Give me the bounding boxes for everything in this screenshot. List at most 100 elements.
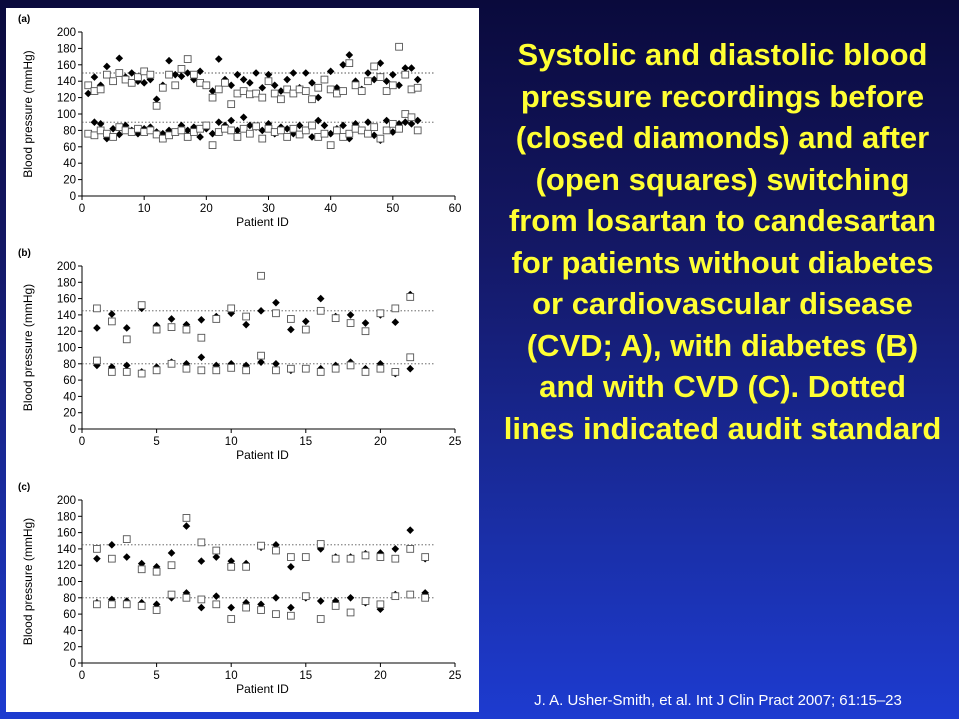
diamond-point xyxy=(167,549,176,557)
square-point xyxy=(272,546,280,555)
diamond-point xyxy=(115,130,124,139)
square-point xyxy=(283,85,292,94)
y-tick-label: 160 xyxy=(57,294,76,306)
square-point xyxy=(190,70,198,79)
diamond-point xyxy=(227,360,235,368)
diamond-point xyxy=(257,358,265,366)
square-point xyxy=(364,129,372,138)
diamond-point xyxy=(165,56,173,65)
square-point xyxy=(301,592,310,601)
square-point xyxy=(295,130,304,139)
x-tick-label: 0 xyxy=(79,670,85,682)
square-point xyxy=(93,600,101,609)
diamond-point xyxy=(227,116,235,125)
square-point xyxy=(197,333,206,342)
diamond-point xyxy=(214,55,223,63)
square-point xyxy=(357,87,366,95)
square-point xyxy=(183,55,192,63)
square-point xyxy=(221,78,229,87)
diamond-point xyxy=(208,87,217,95)
square-point xyxy=(233,133,242,141)
diamond-point xyxy=(308,79,316,87)
diamond-point xyxy=(370,131,378,140)
diamond-point xyxy=(233,70,242,79)
y-tick-label: 160 xyxy=(57,60,76,72)
y-tick-label: 60 xyxy=(63,609,76,621)
square-point xyxy=(245,129,254,138)
square-point xyxy=(227,100,236,109)
square-point xyxy=(382,126,391,135)
square-point xyxy=(388,119,397,128)
square-point xyxy=(376,73,385,81)
square-point xyxy=(382,87,391,95)
square-point xyxy=(370,123,379,131)
square-point xyxy=(134,73,142,81)
x-tick-label: 0 xyxy=(79,436,85,448)
diamond-point xyxy=(183,69,192,77)
y-tick-label: 20 xyxy=(63,175,76,187)
diamond-point xyxy=(212,361,221,370)
square-point xyxy=(227,126,236,135)
y-axis-label: Blood pressure (mmHg) xyxy=(21,518,35,645)
square-point xyxy=(165,70,173,79)
diamond-point xyxy=(346,594,355,602)
square-point xyxy=(167,590,176,599)
diamond-point xyxy=(361,319,370,327)
diamond-point xyxy=(246,121,254,130)
square-point xyxy=(314,83,323,92)
diamond-point xyxy=(246,79,254,87)
diamond-point xyxy=(302,317,310,326)
y-tick-label: 180 xyxy=(57,43,76,55)
diamond-point xyxy=(108,541,116,549)
square-point xyxy=(331,554,340,563)
square-point xyxy=(242,603,250,612)
y-tick-label: 40 xyxy=(63,158,76,170)
diamond-point xyxy=(401,64,410,72)
square-point xyxy=(333,126,341,135)
x-tick-label: 15 xyxy=(299,670,312,682)
square-point xyxy=(287,364,295,373)
diamond-point xyxy=(283,75,291,84)
square-point xyxy=(212,546,221,555)
y-tick-label: 140 xyxy=(57,310,76,322)
diamond-point xyxy=(212,553,221,561)
square-point xyxy=(395,42,403,51)
square-point xyxy=(252,89,260,98)
y-tick-label: 0 xyxy=(70,658,76,670)
square-point xyxy=(346,608,355,617)
diamond-point xyxy=(134,77,142,85)
square-point xyxy=(287,315,295,323)
y-tick-label: 200 xyxy=(57,261,76,273)
square-point xyxy=(258,134,267,143)
square-point xyxy=(316,615,325,623)
diamond-point xyxy=(212,592,221,600)
diamond-point xyxy=(122,324,131,332)
square-point xyxy=(182,364,191,373)
x-axis-label: Patient ID xyxy=(236,682,289,696)
diamond-point xyxy=(152,321,161,330)
x-tick-label: 20 xyxy=(200,203,213,215)
diamond-point xyxy=(258,83,267,92)
diamond-point xyxy=(382,116,391,125)
square-point xyxy=(361,368,370,376)
square-point xyxy=(137,565,146,574)
square-point xyxy=(421,593,430,602)
square-point xyxy=(227,304,236,313)
y-tick-label: 0 xyxy=(70,424,76,436)
diamond-point xyxy=(391,318,400,327)
x-axis-label: Patient ID xyxy=(236,448,289,462)
square-point xyxy=(115,69,124,77)
square-point xyxy=(301,364,310,373)
square-point xyxy=(84,81,93,90)
x-tick-label: 60 xyxy=(449,203,462,215)
y-axis-label: Blood pressure (mmHg) xyxy=(21,50,35,177)
square-point xyxy=(346,554,355,563)
square-point xyxy=(345,59,354,68)
square-point xyxy=(167,323,176,331)
square-point xyxy=(272,610,280,618)
square-point xyxy=(264,77,273,86)
square-point xyxy=(316,306,325,315)
square-point xyxy=(331,364,340,373)
square-point xyxy=(395,124,403,133)
diamond-point xyxy=(252,69,260,77)
